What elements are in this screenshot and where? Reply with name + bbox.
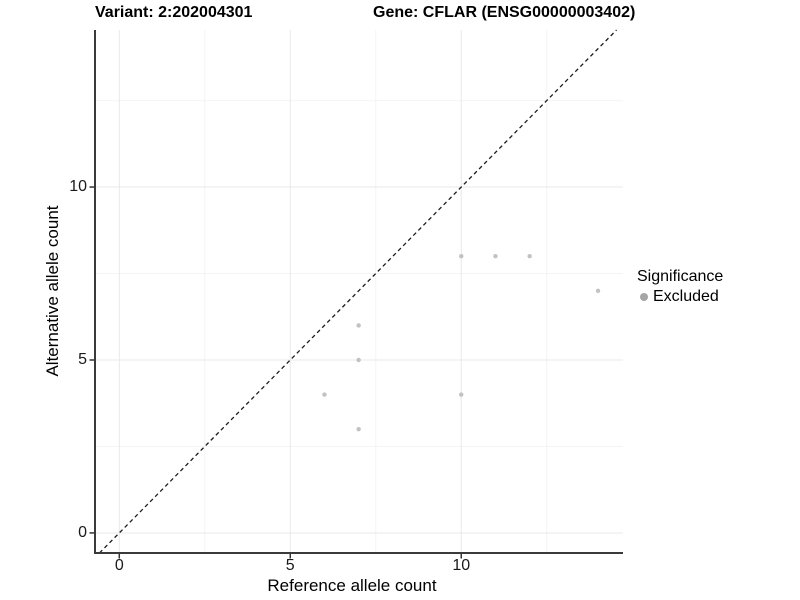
gene-title: Gene: CFLAR (ENSG00000003402) bbox=[373, 4, 636, 21]
legend: Significance Excluded bbox=[637, 268, 723, 306]
x-tick-label: 5 bbox=[285, 557, 295, 574]
legend-item-excluded: Excluded bbox=[640, 288, 723, 306]
data-point bbox=[493, 254, 498, 259]
data-point bbox=[356, 357, 361, 363]
legend-title: Significance bbox=[637, 268, 724, 285]
x-tick-label: 10 bbox=[452, 557, 471, 574]
data-point bbox=[356, 323, 361, 328]
y-axis-label: Alternative allele count bbox=[43, 205, 62, 377]
x-tick-label: 0 bbox=[114, 557, 124, 574]
data-point bbox=[459, 392, 464, 397]
legend-item-label: Excluded bbox=[653, 288, 719, 305]
identity-dashed-line bbox=[98, 29, 617, 554]
data-point bbox=[595, 288, 601, 294]
data-point bbox=[459, 254, 464, 259]
y-tick-label: 10 bbox=[69, 178, 87, 196]
y-tick-label: 0 bbox=[78, 523, 87, 541]
x-axis-label: Reference allele count bbox=[267, 576, 437, 595]
y-tick-label: 5 bbox=[78, 350, 87, 368]
data-point bbox=[322, 392, 327, 397]
excluded-point-icon bbox=[640, 293, 648, 301]
variant-title: Variant: 2:202004301 bbox=[95, 4, 253, 21]
data-point bbox=[356, 426, 361, 432]
data-point bbox=[527, 254, 532, 259]
